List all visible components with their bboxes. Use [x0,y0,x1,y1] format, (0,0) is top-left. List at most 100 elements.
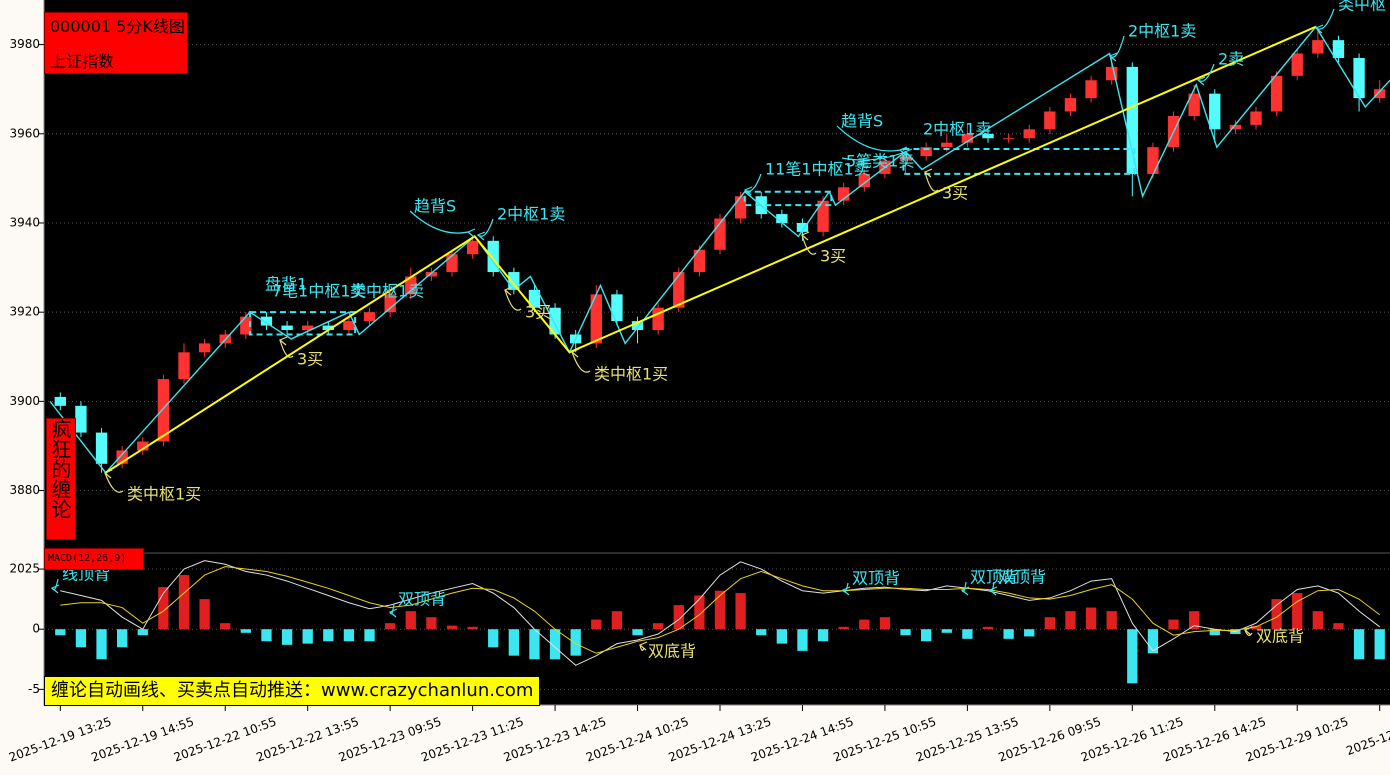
annotation: 双顶背 [852,569,900,588]
macd-bar [199,599,210,630]
candle-body [631,321,644,331]
macd-bar [1333,623,1344,630]
candle-body [1270,75,1283,112]
annotation-arrow [801,234,817,255]
candle-body [281,325,293,331]
candle-body [343,321,355,331]
candle-body [137,441,149,451]
y-tick-label: 0 [32,622,40,636]
macd-bar [817,629,829,642]
candle-body [734,196,747,219]
annotation-arrowhead [903,148,913,158]
macd-bar [488,629,499,648]
annotation: 类中枢1卖 [350,282,424,301]
macd-bar [879,617,891,630]
annotation: 盘背1 [265,275,307,294]
macd-bar [1044,617,1055,630]
macd-bar [385,623,396,630]
annotation-arrowhead [103,469,113,479]
candle-body [1126,66,1138,174]
candle-body [1332,40,1345,58]
macd-bar [838,626,849,630]
candle-body [941,142,953,148]
macd-bar [158,587,169,630]
candle-body [1023,129,1035,139]
macd-bar [797,629,808,651]
macd-bar [1189,611,1200,630]
macd-bar [529,629,540,660]
macd-bar [859,619,870,630]
annotation: 趋背S [414,197,456,216]
candle-body [961,133,974,143]
macd-bar [96,629,107,660]
candle-body [1002,138,1015,140]
annotation: 类中枢1买 [127,485,201,504]
macd-bar [55,629,66,636]
candle-body [652,307,664,331]
macd-bar [426,617,437,630]
candle-body [858,173,870,188]
candle-body [817,200,829,232]
macd-bar [570,629,581,656]
annotation-arrow [504,289,522,311]
annotation-arrowhead [476,231,486,241]
annotation-arrowhead [988,586,998,596]
annotation-arrowhead [923,168,933,178]
macd-bar [632,629,643,636]
macd-bar [735,593,746,630]
annotation-arrow [639,644,645,651]
candle-body [1085,80,1097,99]
candle-body [1209,93,1221,130]
candle-body [240,316,252,335]
macd-bar [75,629,87,648]
annotation: 7笔1中枢1卖 [272,282,367,301]
candle-body [508,272,520,290]
annotation: 3买 [820,247,846,266]
macd-bar [941,629,952,633]
macd-bar [220,623,231,630]
macd-bar [1271,599,1282,630]
macd-bar [467,626,478,630]
hub [248,311,357,336]
macd-bar [776,629,787,644]
candle-body [466,240,479,255]
candle-body [1147,147,1159,174]
annotation-arrowhead [503,286,513,296]
y-tick-label: 3900 [9,394,40,408]
macd-title: MACD(12,26,9) [44,548,144,570]
macd-bar [323,629,334,642]
annotation: 双底背 [648,642,696,661]
macd-bar [178,575,190,630]
annotation-arrowhead [1314,24,1324,34]
annotation-arrowhead [898,146,908,156]
dea-line [60,566,1380,654]
macd-bar [1147,629,1159,654]
candle-body [116,450,128,464]
macd-bar [694,595,705,630]
candle-body [1188,93,1200,116]
candle-body [405,276,417,295]
x-tick-label: 2025-12-29 [1344,721,1390,758]
annotation: 3买 [942,184,968,203]
macd-bar [1374,629,1385,660]
y-tick-label: -5 [28,682,40,696]
y-tick-label: 3920 [9,305,40,319]
macd-bar [1168,619,1179,630]
candle-body [1250,111,1262,125]
annotation: 类中枢 [1338,0,1386,14]
annotation-arrowhead [1243,626,1253,636]
candle-body [322,325,334,331]
candle-body [75,405,87,433]
macd-bar [1292,593,1303,630]
annotation: 双底背 [1256,627,1304,646]
macd-bar [240,629,251,633]
candle-body [899,156,912,161]
macd-bar [1024,629,1035,637]
candle-body [1044,111,1056,130]
annotation-arrowhead [570,348,580,358]
candle-body [1374,89,1386,99]
candle-body [1229,124,1242,130]
dif-line [60,560,1380,666]
macd-bar [1106,611,1117,630]
